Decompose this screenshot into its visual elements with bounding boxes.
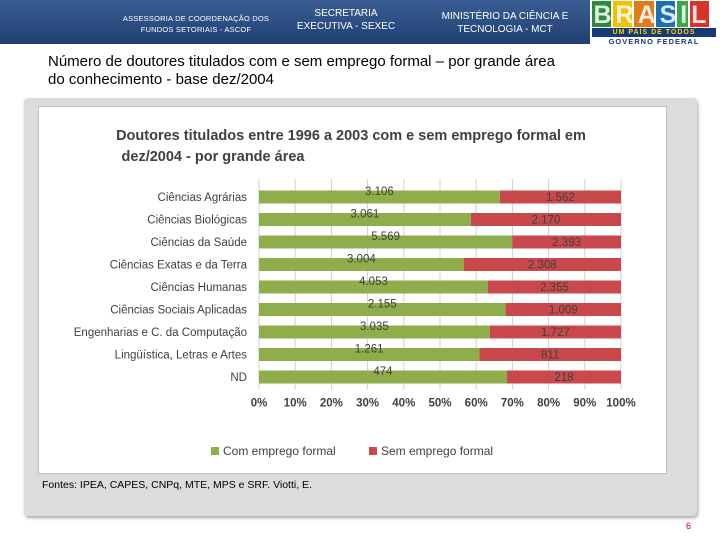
- legend-label-employed: Com emprego formal: [223, 444, 336, 458]
- x-tick-label: 0%: [251, 398, 268, 410]
- data-label-unemployed: 2.170: [532, 215, 561, 227]
- bar-unemployed: [463, 258, 621, 271]
- logo-letter-a: [634, 1, 654, 27]
- data-label-unemployed: 218: [554, 372, 573, 384]
- mct-label: MINISTÉRIO DA CIÊNCIA E TECNOLOGIA - MCT: [430, 10, 580, 36]
- brasil-wordmark: BRASIL: [592, 1, 710, 28]
- brasil-logo: BRASIL UM PAÍS DE TODOS GOVERNO FEDERAL: [590, 0, 720, 46]
- data-label-employed: 5.569: [371, 231, 400, 243]
- logo-letter-b: [592, 1, 611, 27]
- ascof-label: ASSESSORIA DE COORDENAÇÃO DOS FUNDOS SET…: [116, 13, 276, 35]
- logo-word-text: BRASIL: [593, 1, 710, 28]
- stacked-bar-chart: Doutores titulados entre 1996 a 2003 com…: [74, 128, 636, 458]
- data-label-employed: 2.155: [368, 299, 397, 311]
- data-label-unemployed: 811: [541, 350, 559, 362]
- data-label-employed: 4.053: [359, 276, 388, 288]
- x-tick-label: 20%: [320, 398, 343, 410]
- slide-title-line1: Número de doutores titulados com e sem e…: [48, 53, 555, 70]
- bar-unemployed: [506, 370, 621, 384]
- bar-employed: [259, 213, 471, 226]
- page-number: 6: [686, 521, 692, 531]
- data-label-unemployed: 2.308: [528, 260, 557, 272]
- bar-employed: [259, 190, 500, 204]
- data-label-unemployed: 1.562: [546, 192, 575, 204]
- x-tick-label: 70%: [501, 398, 524, 410]
- source-note: Fontes: IPEA, CAPES, CNPq, MTE, MPS e SR…: [42, 479, 312, 491]
- x-tick-label: 90%: [573, 398, 596, 410]
- x-tick-label: 100%: [606, 398, 635, 410]
- data-label-employed: 1.261: [355, 344, 384, 356]
- x-tick-label: 30%: [356, 398, 379, 410]
- bar-unemployed: [487, 280, 621, 294]
- bar-employed: [259, 280, 488, 294]
- mct-label-line1: MINISTÉRIO DA CIÊNCIA E: [441, 11, 569, 22]
- x-tick-label: 10%: [284, 398, 307, 410]
- bar-employed: [259, 348, 480, 361]
- category-label: Ciências Humanas: [150, 282, 247, 294]
- x-tick-labels: 0% 10% 20% 30% 40% 50% 60% 70% 80% 90% 100%: [251, 398, 636, 410]
- sexec-label-line1: SECRETARIA: [314, 8, 378, 19]
- data-label-employed: 474: [373, 366, 393, 378]
- bar-unemployed: [489, 325, 621, 339]
- logo-letter-l: [690, 1, 709, 27]
- bar-unemployed: [499, 190, 621, 204]
- bar-unemployed: [479, 348, 621, 361]
- slide-title: Número de doutores titulados com e sem e…: [48, 53, 668, 89]
- bar-unemployed: [470, 213, 621, 226]
- bars: 3.106 1.562 3.061 2.170 5.569 2.393 3.004 2.308…: [259, 186, 621, 384]
- sexec-label: SECRETARIA EXECUTIVA - SEXEC: [284, 7, 408, 33]
- logo-letter-i: [677, 1, 688, 27]
- category-label: Engenharias e C. da Computação: [74, 327, 247, 339]
- data-label-unemployed: 2.355: [540, 282, 569, 294]
- category-label: Lingüística, Letras e Artes: [115, 350, 248, 362]
- bar-employed: [259, 325, 490, 339]
- chart-title-line1: Doutores titulados entre 1996 a 2003 com…: [116, 128, 586, 144]
- ascof-label-line1: ASSESSORIA DE COORDENAÇÃO DOS: [122, 14, 270, 23]
- data-label-employed: 3.106: [365, 186, 394, 198]
- bar-unemployed: [505, 303, 621, 316]
- category-label: ND: [230, 372, 247, 384]
- chart-area: Doutores titulados entre 1996 a 2003 com…: [38, 106, 667, 474]
- slide-title-line2: do conhecimento - base dez/2004: [48, 71, 274, 88]
- category-label: Ciências Biológicas: [147, 215, 247, 227]
- mct-label-line2: TECNOLOGIA - MCT: [457, 24, 553, 35]
- logo-tagline: UM PAÍS DE TODOS: [592, 28, 716, 37]
- x-tick-label: 60%: [465, 398, 488, 410]
- data-label-employed: 3.035: [360, 321, 389, 333]
- sexec-label-line2: EXECUTIVA - SEXEC: [296, 21, 396, 32]
- logo-letter-s: [656, 1, 675, 27]
- bar-employed: [259, 235, 513, 249]
- x-tick-label: 80%: [537, 398, 560, 410]
- category-label: Ciências Sociais Aplicadas: [110, 305, 247, 317]
- bar-employed: [259, 370, 507, 384]
- category-label: Ciências Agrárias: [158, 192, 248, 204]
- data-label-unemployed: 2.393: [552, 237, 581, 249]
- ascof-label-line2: FUNDOS SETORIAIS - ASCOF: [140, 25, 252, 34]
- data-label-unemployed: 1.727: [541, 327, 570, 339]
- bar-employed: [259, 258, 464, 271]
- logo-letter-r: [613, 1, 632, 27]
- data-label-employed: 3.004: [347, 254, 376, 266]
- legend-label-unemployed: Sem emprego formal: [381, 444, 493, 458]
- legend: Com emprego formal Sem emprego formal: [211, 444, 493, 458]
- category-label: Ciências Exatas e da Terra: [110, 260, 248, 272]
- legend-swatch-unemployed: [369, 447, 377, 455]
- chart-title-line2: dez/2004 - por grande área: [122, 149, 306, 165]
- bar-employed: [259, 303, 506, 316]
- category-label: Ciências da Saúde: [150, 237, 247, 249]
- data-label-unemployed: 1.009: [549, 305, 578, 317]
- data-label-employed: 3.061: [351, 209, 380, 221]
- bar-unemployed: [512, 235, 621, 249]
- x-tick-label: 50%: [428, 398, 451, 410]
- category-labels: Ciências Agrárias Ciências Biológicas Ciên…: [74, 192, 248, 384]
- x-tick-label: 40%: [392, 398, 415, 410]
- legend-swatch-employed: [211, 447, 219, 455]
- logo-government: GOVERNO FEDERAL: [608, 37, 700, 46]
